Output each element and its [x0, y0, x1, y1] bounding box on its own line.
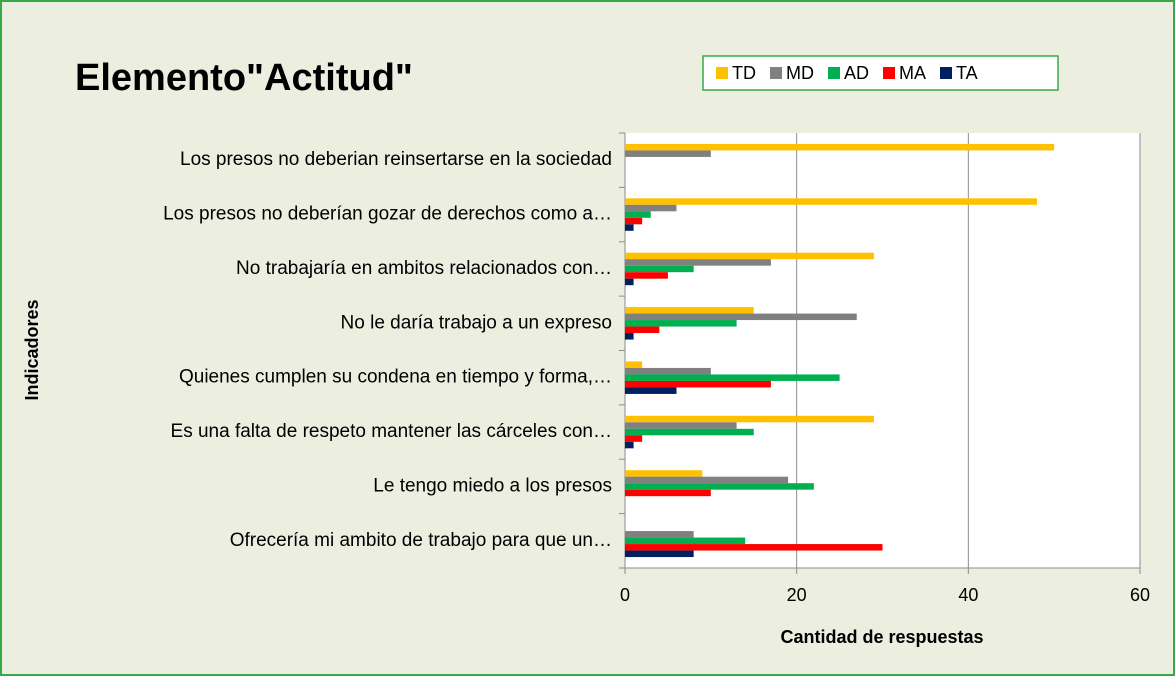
- legend-label: MA: [899, 63, 926, 83]
- bar: [625, 422, 737, 429]
- legend: [702, 55, 1059, 91]
- bar: [625, 307, 754, 314]
- x-tick-label: 60: [1130, 585, 1150, 605]
- bar: [625, 367, 711, 375]
- bar: [625, 224, 634, 231]
- legend-swatch: [940, 67, 953, 79]
- bar: [625, 320, 737, 327]
- bar: [625, 387, 677, 394]
- bar: [625, 470, 703, 477]
- y-tick-label: No le daría trabajo a un expreso: [341, 312, 612, 333]
- bar: [625, 143, 1055, 151]
- bar: [625, 259, 771, 266]
- y-tick-label: Es una falta de respeto mantener las cár…: [171, 421, 612, 442]
- plot-area: [625, 133, 1140, 568]
- bar: [625, 252, 874, 260]
- legend-swatch: [716, 67, 728, 79]
- y-tick-label: Quienes cumplen su condena en tiempo y f…: [179, 367, 612, 388]
- bar: [625, 374, 840, 381]
- bar: [625, 204, 677, 212]
- bar: [625, 435, 643, 442]
- legend-label: MD: [786, 63, 814, 83]
- bar: [625, 441, 634, 449]
- bar: [625, 150, 711, 157]
- bar: [625, 489, 711, 497]
- legend-label: AD: [844, 63, 869, 83]
- legend-swatch: [828, 67, 840, 79]
- bar: [625, 272, 668, 279]
- legend-label: TA: [956, 63, 978, 83]
- x-tick-label: 40: [958, 585, 978, 605]
- legend-swatch: [770, 67, 782, 79]
- x-tick-label: 0: [620, 585, 630, 605]
- legend-swatch: [883, 67, 896, 79]
- bar: [625, 380, 771, 388]
- bar: [625, 483, 814, 490]
- bar: [625, 544, 883, 551]
- x-tick-label: 20: [787, 585, 807, 605]
- bar: [625, 333, 634, 340]
- y-tick-label: Ofrecería mi ambito de trabajo para que …: [230, 530, 612, 551]
- bar: [625, 415, 874, 423]
- y-tick-label: Los presos no deberian reinsertarse en l…: [180, 149, 612, 170]
- bar: [625, 326, 660, 334]
- y-tick-label: Los presos no deberían gozar de derechos…: [163, 204, 612, 225]
- bar: [625, 531, 694, 538]
- bar: [625, 278, 634, 286]
- y-tick-label: Le tengo miedo a los presos: [373, 475, 612, 496]
- bar: [625, 313, 857, 321]
- bar: [625, 428, 754, 436]
- y-tick-label: No trabajaría en ambitos relacionados co…: [236, 258, 612, 279]
- bar: [625, 361, 643, 368]
- bar: [625, 550, 694, 558]
- chart-title: Elemento"Actitud": [75, 57, 413, 99]
- bar: [625, 211, 651, 218]
- bar: [625, 476, 789, 484]
- x-axis-title: Cantidad de respuestas: [780, 627, 983, 647]
- bar: [625, 198, 1037, 205]
- y-axis-title: Indicadores: [22, 299, 42, 400]
- bar: [625, 217, 643, 225]
- bar: [625, 265, 694, 273]
- bar: [625, 537, 746, 545]
- legend-label: TD: [732, 63, 756, 83]
